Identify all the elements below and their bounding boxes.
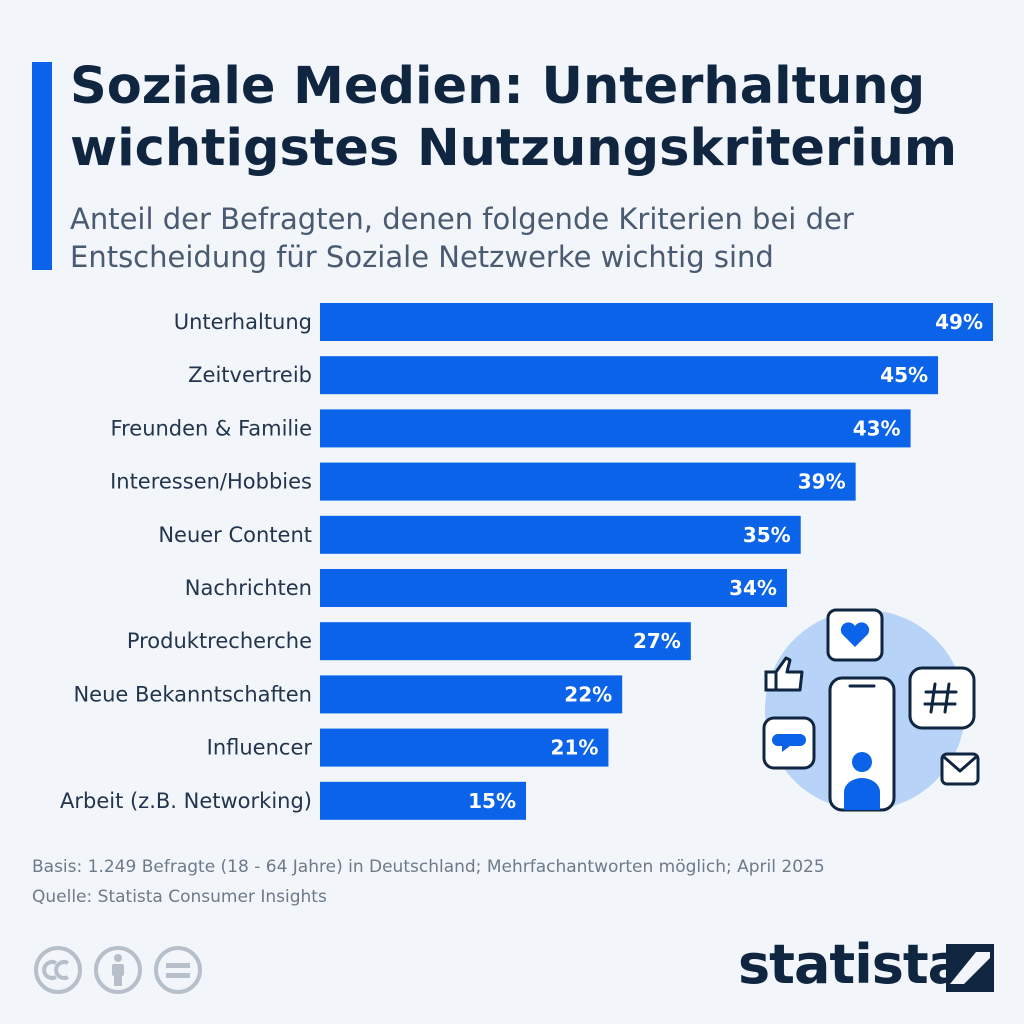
bar[interactable] (320, 728, 609, 767)
bar[interactable] (320, 409, 911, 448)
category-label: Neue Bekanntschaften (73, 682, 312, 706)
chat-bubble-icon (762, 716, 816, 770)
phone-icon (828, 676, 896, 812)
category-label: Influencer (207, 736, 313, 760)
value-label: 22% (564, 682, 612, 706)
value-label: 15% (468, 789, 516, 813)
basis-note: Basis: 1.249 Befragte (18 - 64 Jahre) in… (32, 857, 825, 877)
attribution-icon[interactable] (94, 946, 142, 994)
value-label: 43% (853, 416, 901, 440)
value-label: 39% (798, 470, 846, 494)
category-label: Unterhaltung (174, 310, 312, 334)
thumbs-up-icon (764, 656, 804, 692)
bar[interactable] (320, 622, 691, 661)
category-label: Interessen/Hobbies (110, 470, 312, 494)
category-label: Produktrecherche (127, 629, 312, 653)
no-derivatives-icon[interactable] (154, 946, 202, 994)
category-label: Arbeit (z.B. Networking) (60, 789, 312, 813)
cc-icon[interactable] (34, 946, 82, 994)
bar[interactable] (320, 462, 856, 501)
bar[interactable] (320, 569, 787, 607)
heart-bubble-icon (826, 608, 884, 662)
statista-logo-mark-icon (946, 944, 994, 992)
bar[interactable] (320, 515, 801, 554)
value-label: 27% (633, 629, 681, 653)
social-media-illustration (762, 608, 980, 812)
chart-title: Soziale Medien: Unterhaltung wichtigstes… (70, 57, 958, 178)
category-label: Freunden & Familie (111, 416, 312, 440)
category-label: Zeitvertreib (188, 363, 312, 387)
bar[interactable] (320, 356, 939, 395)
hashtag-icon (908, 666, 976, 730)
license-icons[interactable] (32, 944, 212, 1000)
source-note: Quelle: Statista Consumer Insights (32, 887, 327, 907)
value-label: 49% (935, 310, 983, 334)
bar[interactable] (320, 303, 993, 341)
value-label: 35% (743, 523, 791, 547)
category-label: Neuer Content (158, 523, 312, 547)
bar[interactable] (320, 675, 623, 714)
bar-chart: Unterhaltung 49% Zeitvertreib 45% Freunden &… (60, 303, 993, 820)
value-label: 21% (551, 736, 599, 760)
category-label: Nachrichten (185, 576, 312, 600)
bar[interactable] (320, 781, 527, 820)
chart-subtitle: Anteil der Befragten, denen folgende Kri… (70, 202, 854, 274)
value-label: 45% (880, 363, 928, 387)
title-accent-bar (32, 62, 52, 270)
statista-logo-text[interactable]: statista (738, 933, 964, 996)
footnote: Basis: 1.249 Befragte (18 - 64 Jahre) in… (32, 852, 992, 912)
value-label: 34% (729, 576, 777, 600)
mail-icon (940, 752, 980, 786)
